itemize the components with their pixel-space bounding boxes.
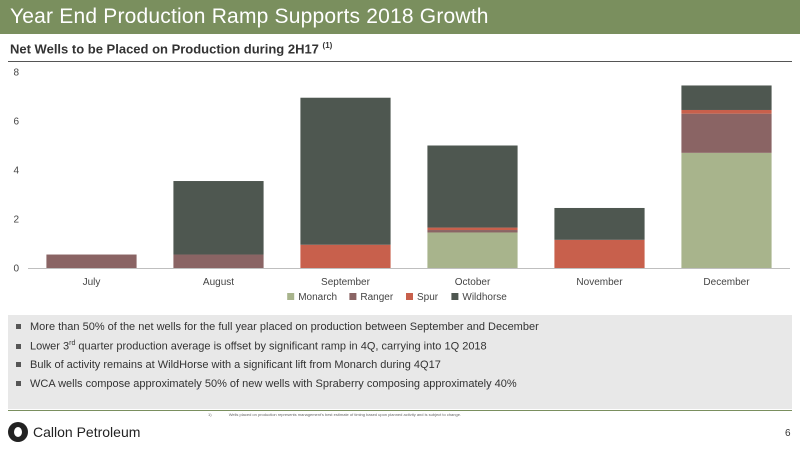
bullet-marker-icon [16, 362, 21, 367]
bar-segment-spur [300, 244, 391, 268]
x-tick-label: November [576, 277, 623, 288]
bullet-item: WCA wells compose approximately 50% of n… [16, 378, 792, 397]
subtitle-divider [8, 61, 792, 62]
bullet-marker-icon [16, 324, 21, 329]
footer-divider [8, 410, 792, 411]
chart-subtitle: Net Wells to be Placed on Production dur… [10, 41, 332, 56]
bar-segment-ranger [173, 254, 264, 268]
bullet-item: Bulk of activity remains at WildHorse wi… [16, 359, 792, 378]
title-bar: Year End Production Ramp Supports 2018 G… [0, 0, 800, 34]
legend-label: Monarch [298, 292, 337, 303]
bullet-text: Bulk of activity remains at WildHorse wi… [30, 359, 441, 371]
x-tick-label: September [321, 277, 371, 288]
y-tick-label: 0 [13, 264, 19, 275]
legend-swatch-wildhorse [451, 293, 459, 300]
legend-label: Ranger [360, 292, 393, 303]
bar-segment-monarch [681, 152, 772, 268]
y-tick-label: 6 [13, 117, 19, 128]
bar-segment-spur [427, 227, 518, 231]
x-tick-label: December [703, 277, 750, 288]
page-number: 6 [785, 428, 791, 439]
bullet-text-sup: rd [69, 340, 76, 347]
company-logo: Callon Petroleum [8, 421, 140, 443]
x-tick-label: July [83, 277, 101, 288]
y-tick-label: 8 [13, 68, 19, 79]
legend-swatch-ranger [349, 293, 357, 300]
footnote-number: 1) [208, 412, 212, 417]
x-tick-label: October [455, 277, 491, 288]
bar-segment-wildhorse [427, 145, 518, 228]
bullet-text-post: quarter production average is offset by … [75, 340, 487, 353]
stacked-bar-chart: 0 2 4 6 8 July August September October November D… [13, 68, 790, 303]
bar-segment-wildhorse [681, 85, 772, 110]
page-title: Year End Production Ramp Supports 2018 G… [10, 5, 489, 28]
footnote-text: Wells placed on production represents ma… [228, 412, 462, 417]
bullet-text: WCA wells compose approximately 50% of n… [30, 378, 517, 390]
logo-text: Callon Petroleum [33, 424, 141, 440]
bar-segment-wildhorse [554, 207, 645, 240]
subtitle-footnote-ref: (1) [322, 41, 333, 50]
bullet-text: More than 50% of the net wells for the f… [30, 321, 539, 333]
x-tick-label: August [203, 277, 234, 288]
bar-segment-wildhorse [300, 97, 391, 245]
footnote: 1) Wells placed on production represents… [208, 412, 461, 417]
bar-segment-ranger [427, 230, 518, 233]
bullet-marker-icon [16, 343, 21, 349]
bar-segment-spur [554, 239, 645, 268]
logo-mark-icon [8, 422, 28, 442]
legend-swatch-monarch [287, 293, 295, 300]
bullet-text-pre: Lower 3 [30, 340, 70, 353]
bar-segment-monarch [427, 232, 518, 268]
bar-segment-ranger [46, 254, 137, 268]
bullet-box: More than 50% of the net wells for the f… [8, 315, 792, 409]
bullet-text: Lower 3rd quarter production average is … [30, 340, 487, 353]
bar-segment-wildhorse [173, 181, 264, 255]
legend-swatch-spur [406, 293, 413, 300]
bar-segment-ranger [681, 113, 772, 153]
chart-subtitle-text: Net Wells to be Placed on Production dur… [10, 41, 319, 57]
y-tick-label: 2 [13, 215, 19, 226]
bullet-item: More than 50% of the net wells for the f… [16, 321, 792, 340]
y-tick-label: 4 [13, 166, 19, 177]
legend-label: Spur [417, 292, 439, 303]
bullet-item: Lower 3rd quarter production average is … [16, 340, 792, 359]
legend-label: Wildhorse [462, 292, 507, 303]
bar-segment-spur [681, 109, 772, 114]
bullet-marker-icon [16, 381, 21, 386]
